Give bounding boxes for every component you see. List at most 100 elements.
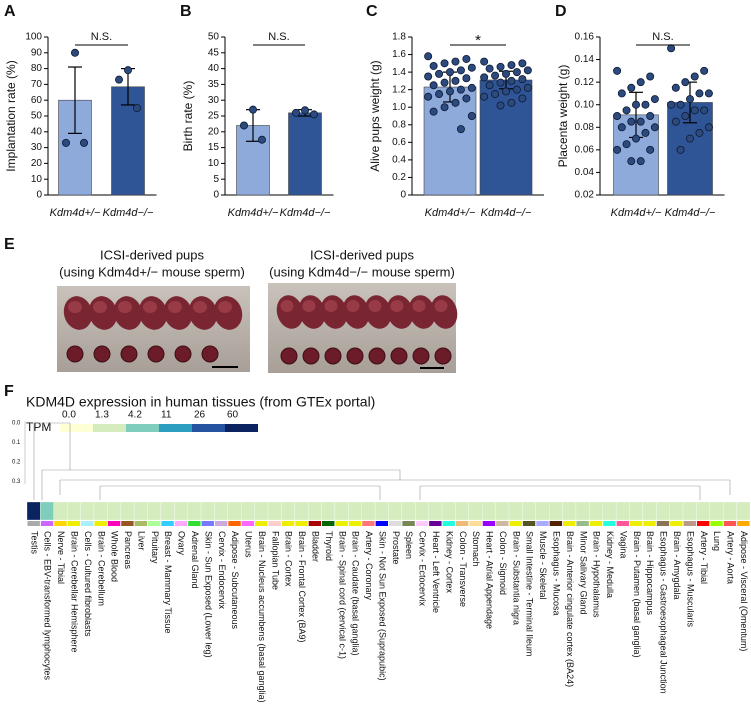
tissue-label: Brain - Cerebellar Hemisphere: [69, 531, 79, 653]
data-point: [115, 75, 124, 84]
y-tick-label: 0.16: [575, 32, 595, 43]
data-point: [700, 106, 709, 115]
tissue-swatch: [228, 521, 241, 526]
y-tick-label: 20: [208, 126, 220, 137]
data-point: [507, 61, 516, 70]
data-point: [650, 123, 659, 132]
tissue-swatch: [255, 521, 268, 526]
heatmap-cell: [93, 501, 108, 521]
data-point: [480, 92, 489, 101]
tissue-swatch: [415, 521, 429, 526]
legend-swatch: [159, 424, 192, 432]
data-point: [627, 157, 636, 166]
tissue-swatch: [295, 521, 308, 526]
tissue-label: Brain - Frontal Cortex (BA9): [297, 531, 307, 643]
tissue-label: Liver: [136, 531, 146, 551]
y-tick-label: 0.2: [392, 172, 406, 183]
data-point: [424, 72, 433, 81]
panel-label: E: [4, 236, 15, 253]
tissue-label: Colon - Transverse: [458, 531, 468, 607]
data-point: [676, 100, 685, 109]
data-point: [681, 78, 690, 87]
x-tick-label: Kdm4d+/−: [228, 207, 279, 219]
pup-highlight: [434, 300, 448, 312]
y-tick-label: 1.6: [392, 49, 406, 60]
data-point: [291, 108, 300, 117]
legend-swatch: [192, 424, 225, 432]
y-tick-label: 40: [31, 126, 43, 137]
tissue-label: Stomach: [471, 531, 481, 567]
y-tick-label: 0.06: [575, 144, 595, 155]
y-tick-label: 10: [31, 174, 43, 185]
tissue-swatch: [161, 521, 174, 526]
y-tick-label: 5: [213, 174, 219, 185]
tissue-swatch: [643, 521, 656, 526]
tissue-label: Adrenal Gland: [190, 531, 200, 589]
y-tick-label: 10: [208, 158, 220, 169]
legend-tick-label: 0.0: [62, 410, 76, 421]
pup-highlight: [302, 300, 316, 312]
data-point: [124, 66, 133, 75]
heatmap-cell: [241, 501, 255, 521]
data-point: [491, 71, 500, 80]
heatmap-cell: [415, 501, 429, 521]
placenta: [280, 347, 298, 365]
tissue-label: Brain - Hippocampus: [645, 531, 655, 616]
data-point: [424, 92, 433, 101]
data-point: [671, 117, 680, 126]
y-tick-label: 0.6: [392, 137, 406, 148]
heatmap-cell: [53, 501, 68, 521]
heatmap-cell: [709, 501, 724, 521]
dendrogram-tick-label: 0.1: [12, 440, 21, 446]
tissue-label: Fallopian Tube: [270, 531, 280, 590]
data-point: [71, 48, 80, 57]
tissue-swatch: [107, 521, 121, 526]
tissue-label: Cervix - Endocervix: [217, 531, 227, 610]
data-point: [695, 89, 704, 98]
data-point: [686, 95, 695, 104]
tissue-label: Skin - Not Sun Exposed (Suprapubic): [377, 531, 387, 681]
legend-tick-label: 60: [227, 410, 239, 421]
heatmap-cell: [26, 501, 41, 521]
heatmap-cell: [642, 501, 657, 521]
heatmap-cell: [321, 501, 336, 521]
data-point: [641, 100, 650, 109]
tissue-label: Adipose - Subcutaneous: [230, 531, 240, 630]
data-point: [695, 128, 704, 137]
tissue-label: Brain - Cerebellum: [96, 531, 106, 606]
pup-highlight: [390, 300, 404, 312]
tissue-swatch: [549, 521, 563, 526]
tissue-label: Brain - Hypothalamus: [592, 531, 602, 618]
x-tick-label: Kdm4d−/−: [103, 207, 154, 219]
y-tick-label: 20: [31, 158, 43, 169]
tissue-label: Prostate: [391, 531, 401, 565]
data-point: [485, 81, 494, 90]
tissue-label: Skin - Sun Exposed (Lower leg): [203, 531, 213, 658]
y-tick-label: 0.12: [575, 77, 595, 88]
data-point: [667, 44, 676, 53]
heatmap-cell: [107, 501, 121, 521]
y-tick-label: 90: [31, 47, 43, 58]
tissue-swatch: [563, 521, 576, 526]
heatmap-cell: [428, 501, 443, 521]
data-point: [451, 76, 460, 85]
y-tick-label: 0.02: [575, 190, 595, 201]
tissue-swatch: [402, 521, 415, 526]
dendrogram: [33, 422, 731, 500]
placenta: [346, 347, 364, 365]
heatmap-title: KDM4D expression in human tissues (from …: [26, 394, 375, 410]
y-tick-label: 0.04: [575, 167, 595, 178]
tissue-swatch: [455, 521, 469, 526]
y-tick-label: 15: [208, 142, 220, 153]
legend-tick-label: 4.2: [128, 410, 142, 421]
legend-swatch: [225, 424, 258, 432]
significance-label: N.S.: [268, 31, 289, 43]
photo-panel: [57, 283, 458, 373]
placenta: [412, 347, 430, 365]
tissue-swatch: [148, 521, 161, 526]
tissue-label: Cervix - Ectocervix: [418, 531, 428, 607]
heatmap-cell: [615, 501, 630, 521]
photo-subtitle: (using Kdm4d−/− mouse sperm): [269, 264, 455, 279]
tissue-label: Cells - Cultured fibroblasts: [83, 531, 93, 637]
y-tick-label: 80: [31, 63, 43, 74]
